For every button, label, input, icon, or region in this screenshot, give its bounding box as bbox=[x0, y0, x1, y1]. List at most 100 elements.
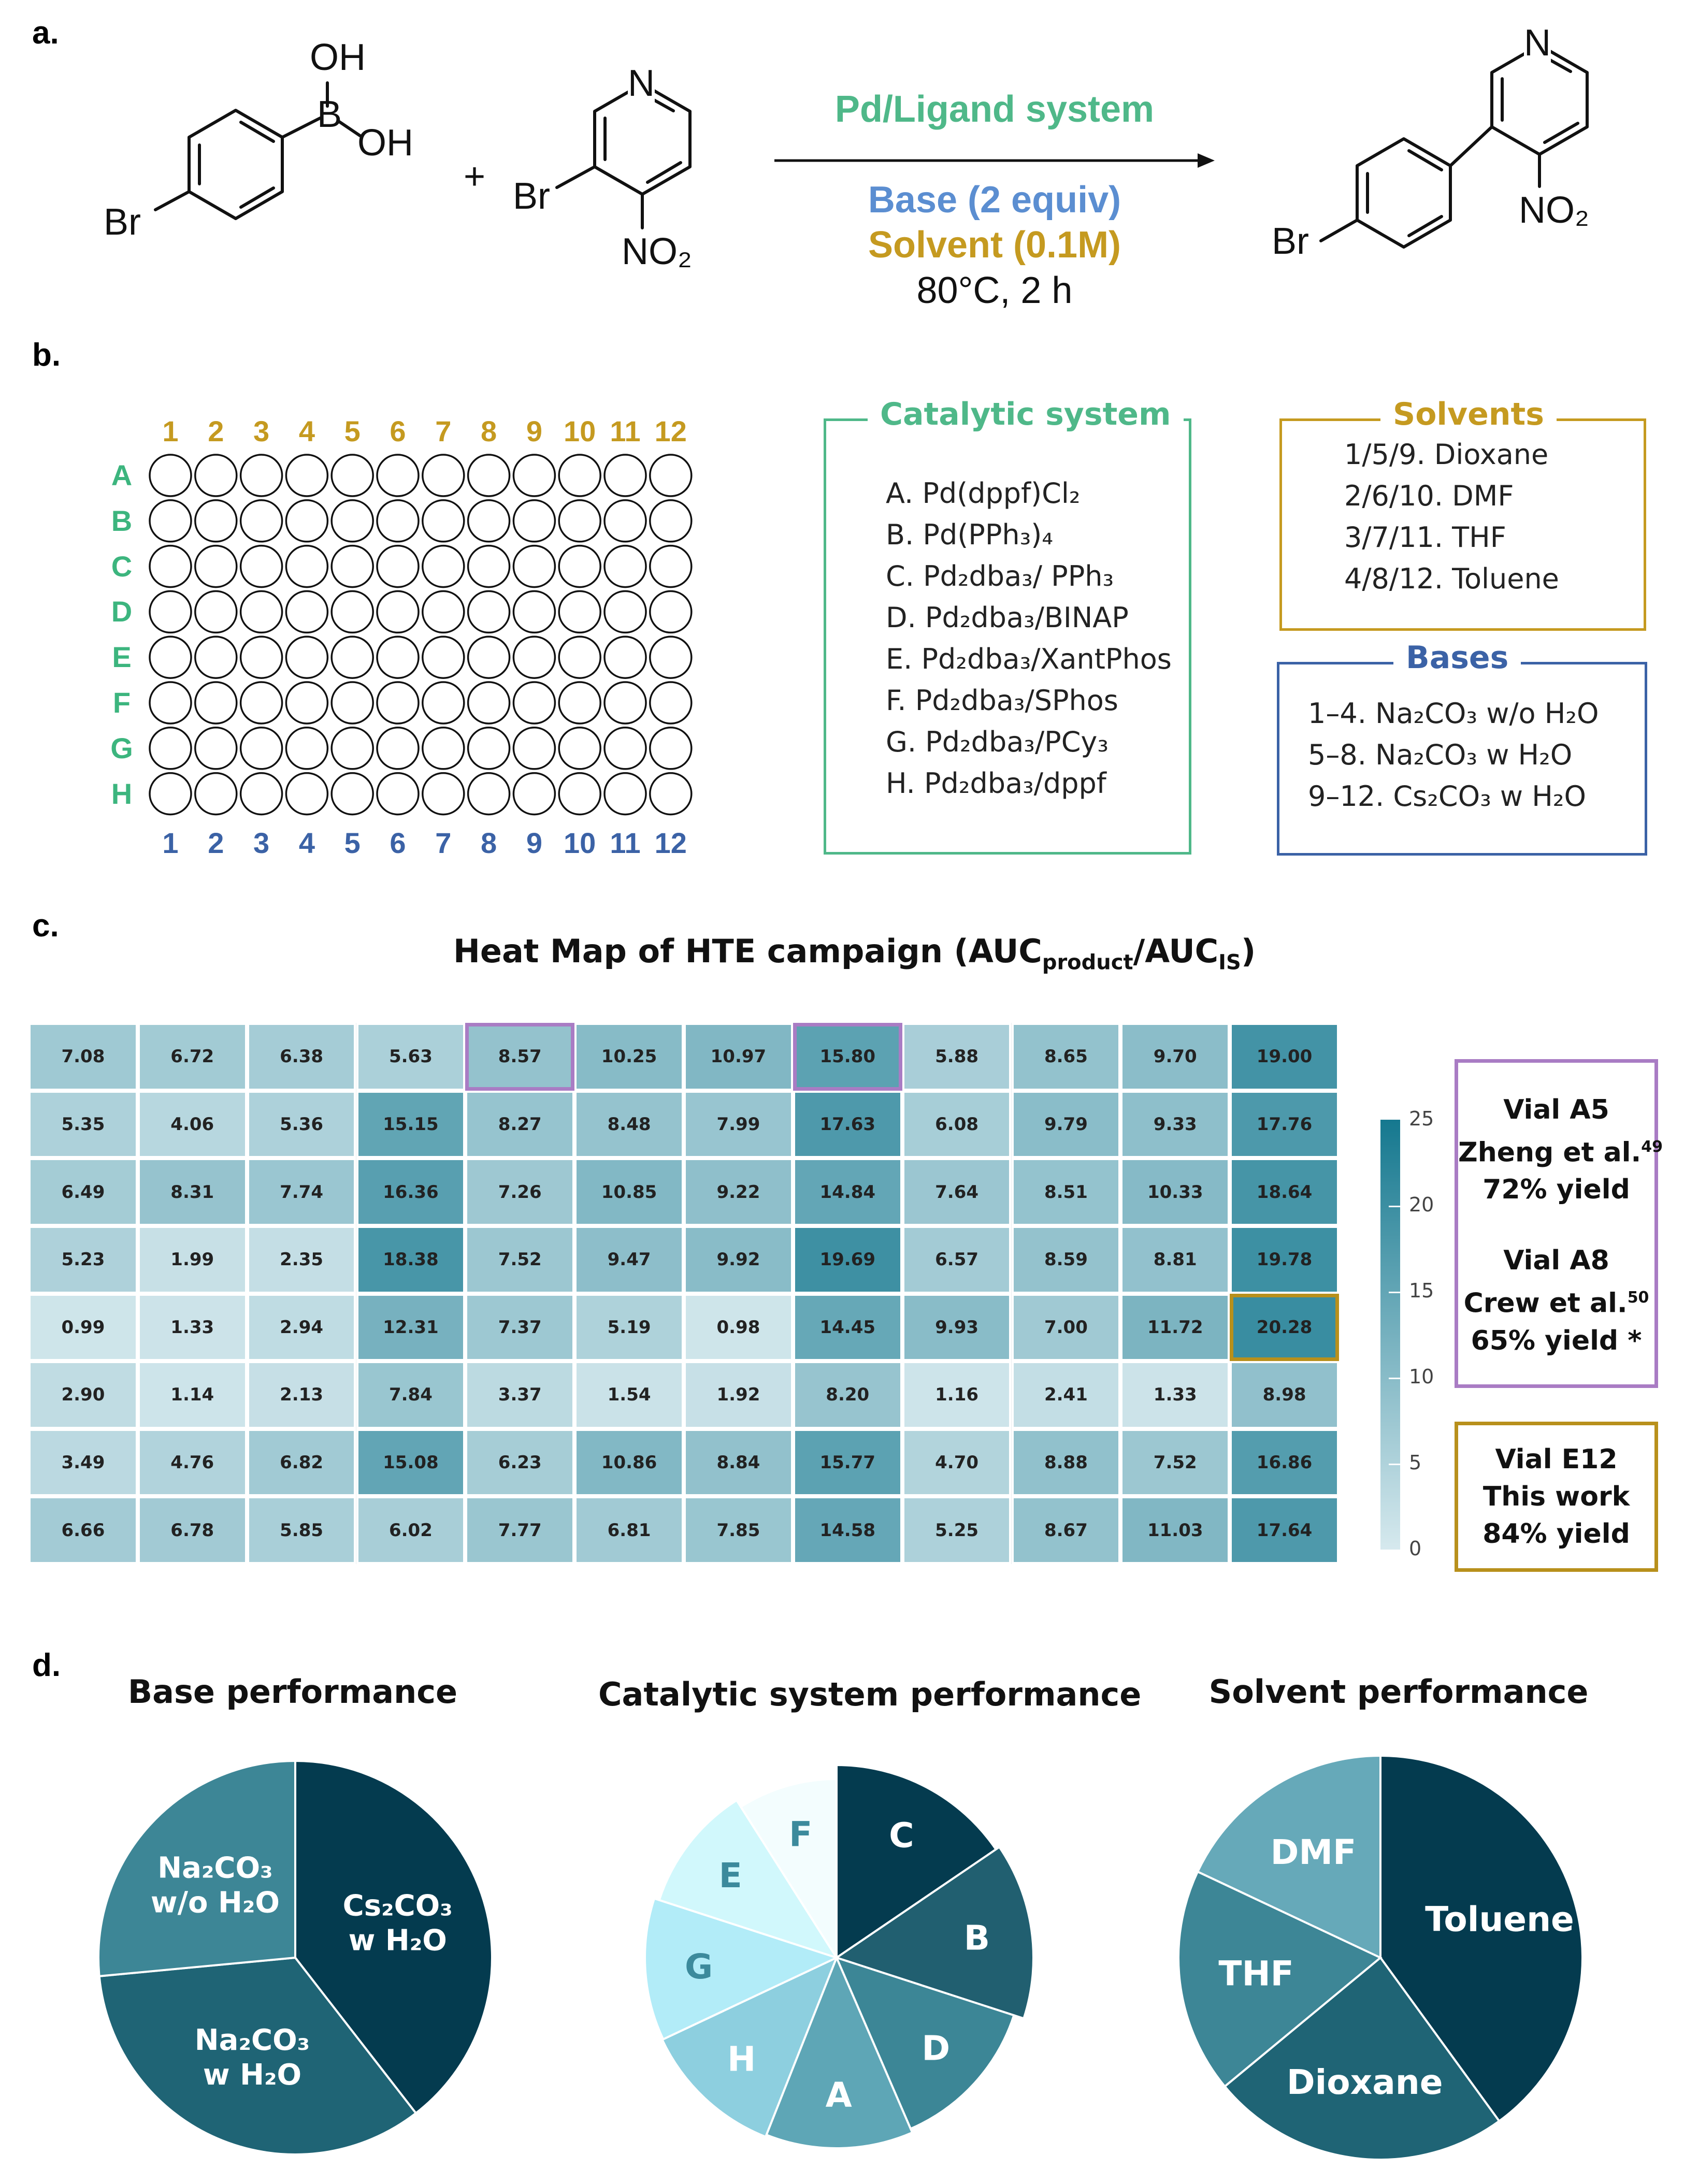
well-D12 bbox=[649, 590, 693, 634]
plate-top-col-9: 9 bbox=[526, 415, 542, 447]
plate-top-col-11: 11 bbox=[610, 415, 641, 447]
plate-top-col-12: 12 bbox=[654, 415, 687, 447]
well-H9 bbox=[512, 772, 556, 816]
this-work-note-box: Vial E12 This work 84% yield bbox=[1455, 1422, 1658, 1572]
plate-row-G: G bbox=[110, 731, 133, 764]
catalytic-pie-label-0: C bbox=[889, 1815, 914, 1855]
well-G6 bbox=[376, 727, 420, 770]
catalytic-system-title: Catalytic system bbox=[868, 396, 1184, 432]
base-item-2: 9–12. Cs₂CO₃ w H₂O bbox=[1308, 780, 1586, 813]
solvents-box: Solvents 1/5/9. Dioxane 2/6/10. DMF 3/7/11… bbox=[1279, 396, 1646, 631]
plate-bottom-col-1: 1 bbox=[162, 827, 179, 859]
heatmap-cell-B9: 6.08 bbox=[902, 1090, 1012, 1159]
heatmap-cell-E3: 2.94 bbox=[247, 1293, 356, 1362]
condition-solvent: Solvent (0.1M) bbox=[868, 224, 1121, 266]
well-A11 bbox=[603, 454, 647, 497]
reactant1-boron: B bbox=[317, 94, 342, 135]
base-pie-slice-0 bbox=[294, 1759, 493, 2115]
well-C2 bbox=[194, 544, 238, 588]
heatmap-cell-H1: 6.66 bbox=[28, 1496, 138, 1564]
solvent-pie-label-1: Dioxane bbox=[1287, 2062, 1443, 2102]
well-C7 bbox=[422, 544, 465, 588]
plate-row-E: E bbox=[112, 641, 132, 674]
heatmap-cell-C2: 8.31 bbox=[137, 1158, 247, 1226]
plate-bottom-col-11: 11 bbox=[610, 827, 641, 859]
plate-top-col-5: 5 bbox=[344, 415, 361, 447]
plate-row-D: D bbox=[111, 595, 133, 628]
well-F5 bbox=[330, 681, 374, 725]
well-D11 bbox=[603, 590, 647, 634]
well-H1 bbox=[149, 772, 192, 816]
catalytic-performance-title: Catalytic system performance bbox=[598, 1675, 1142, 1713]
catalytic-pie-slice-0 bbox=[836, 1763, 998, 1960]
heatmap-cell-D11: 8.81 bbox=[1120, 1225, 1230, 1294]
note-yield-a8: 65% yield * bbox=[1471, 1325, 1642, 1356]
heatmap-cell-A11: 9.70 bbox=[1120, 1023, 1230, 1091]
heatmap-cell-B12: 17.76 bbox=[1230, 1090, 1339, 1159]
well-C8 bbox=[467, 544, 511, 588]
heatmap-cell-C3: 7.74 bbox=[247, 1158, 356, 1226]
plate-bottom-col-5: 5 bbox=[344, 827, 361, 859]
heatmap-cell-A8: 15.80 bbox=[793, 1023, 902, 1091]
well-C12 bbox=[649, 544, 693, 588]
well-B8 bbox=[467, 499, 511, 543]
heatmap-cell-C6: 10.85 bbox=[574, 1158, 684, 1226]
heatmap-cell-F6: 1.54 bbox=[574, 1361, 684, 1429]
heatmap-cell-B2: 4.06 bbox=[137, 1090, 247, 1159]
note-vial-e12: Vial E12 bbox=[1495, 1444, 1618, 1475]
well-H3 bbox=[239, 772, 283, 816]
catalytic-pie-slice-3 bbox=[765, 1955, 914, 2149]
heatmap-cell-G9: 4.70 bbox=[902, 1428, 1012, 1497]
heatmap-cell-E7: 0.98 bbox=[684, 1293, 793, 1362]
base-item-0: 1–4. Na₂CO₃ w/o H₂O bbox=[1308, 697, 1599, 730]
well-B4 bbox=[285, 499, 329, 543]
heatmap-cell-D10: 8.59 bbox=[1011, 1225, 1121, 1294]
well-E5 bbox=[330, 635, 374, 679]
well-G3 bbox=[239, 727, 283, 770]
well-A9 bbox=[512, 454, 556, 497]
heatmap-cell-C1: 6.49 bbox=[28, 1158, 138, 1226]
well-F7 bbox=[422, 681, 465, 725]
base-pie-slice-1 bbox=[98, 1956, 418, 2156]
well-F6 bbox=[376, 681, 420, 725]
heatmap-cell-G5: 6.23 bbox=[465, 1428, 575, 1497]
well-plate-96 bbox=[149, 454, 693, 816]
well-C4 bbox=[285, 544, 329, 588]
heatmap-cell-C11: 10.33 bbox=[1120, 1158, 1230, 1226]
note-crew: Crew et al.50 bbox=[1463, 1288, 1649, 1319]
well-E8 bbox=[467, 635, 511, 679]
plus-sign: + bbox=[464, 156, 486, 197]
well-A12 bbox=[649, 454, 693, 497]
solvent-pie-label-2: THF bbox=[1218, 1954, 1293, 1993]
well-B5 bbox=[330, 499, 374, 543]
well-B11 bbox=[603, 499, 647, 543]
heatmap-cell-B1: 5.35 bbox=[28, 1090, 138, 1159]
bases-title: Bases bbox=[1393, 640, 1521, 676]
catalytic-pie-slice-5 bbox=[644, 1897, 840, 2041]
catalytic-pie-label-5: G bbox=[685, 1947, 713, 1987]
base-performance-title: Base performance bbox=[127, 1673, 458, 1711]
heatmap-cell-D3: 2.35 bbox=[247, 1225, 356, 1294]
well-F4 bbox=[285, 681, 329, 725]
solvent-performance-pie: Toluene Dioxane THF DMF bbox=[1177, 1754, 1584, 2161]
heatmap-cell-G11: 7.52 bbox=[1120, 1428, 1230, 1497]
well-B6 bbox=[376, 499, 420, 543]
heatmap-cell-H6: 6.81 bbox=[574, 1496, 684, 1564]
catalytic-system-item-5: F. Pd₂dba₃/SPhos bbox=[886, 684, 1118, 717]
plate-bottom-col-9: 9 bbox=[526, 827, 542, 859]
plate-top-col-2: 2 bbox=[208, 415, 224, 447]
heatmap-cell-A9: 5.88 bbox=[902, 1023, 1012, 1091]
well-A1 bbox=[149, 454, 192, 497]
solvents-list: 1/5/9. Dioxane 2/6/10. DMF 3/7/11. THF 4/8/… bbox=[1344, 434, 1559, 600]
heatmap-cell-A2: 6.72 bbox=[137, 1023, 247, 1091]
heatmap-cell-G1: 3.49 bbox=[28, 1428, 138, 1497]
heatmap-cell-B4: 15.15 bbox=[356, 1090, 466, 1159]
well-C9 bbox=[512, 544, 556, 588]
heatmap-cell-A1: 7.08 bbox=[28, 1023, 138, 1091]
literature-note-box: Vial A5 Zheng et al.49 72% yield Vial A8… bbox=[1455, 1059, 1663, 1388]
catalytic-pie-slice-7 bbox=[739, 1777, 838, 1961]
well-A7 bbox=[422, 454, 465, 497]
well-H10 bbox=[558, 772, 601, 816]
well-D5 bbox=[330, 590, 374, 634]
heatmap-cell-F9: 1.16 bbox=[902, 1361, 1012, 1429]
